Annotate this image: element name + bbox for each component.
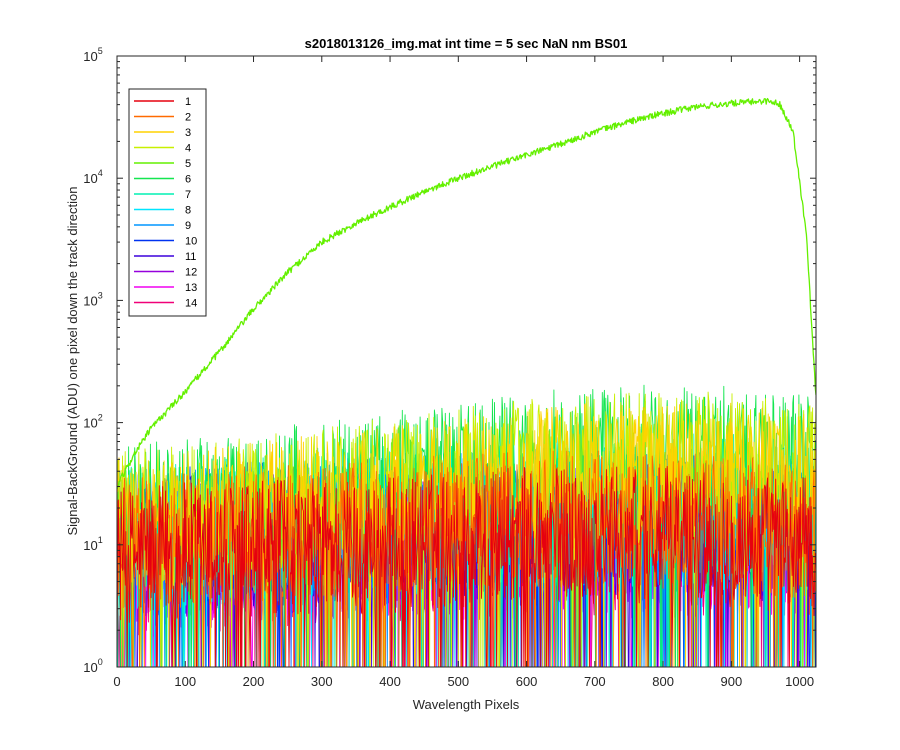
legend-label-3: 3 <box>185 127 191 139</box>
x-tick-label: 600 <box>516 674 538 689</box>
x-tick-label: 800 <box>652 674 674 689</box>
ticks-layer: 0 100 200 300 400 500 600 700 800 900 100010010110… <box>83 46 816 689</box>
legend-label-12: 12 <box>185 267 197 279</box>
chart-title: s2018013126_img.mat int time = 5 sec NaN… <box>305 36 628 51</box>
y-tick-label: 105 <box>83 46 102 64</box>
legend-box <box>128 88 207 317</box>
legend-label-14: 14 <box>185 298 197 310</box>
x-tick-label: 400 <box>379 674 401 689</box>
x-tick-label: 500 <box>447 674 469 689</box>
legend-label-7: 7 <box>185 189 191 201</box>
x-tick-label: 900 <box>721 674 743 689</box>
legend-label-2: 2 <box>185 112 191 124</box>
x-tick-label: 700 <box>584 674 606 689</box>
legend-label-1: 1 <box>185 96 191 108</box>
x-tick-label: 1000 <box>785 674 814 689</box>
y-tick-label: 100 <box>83 657 102 675</box>
legend-label-4: 4 <box>185 143 191 155</box>
x-tick-label: 0 <box>113 674 120 689</box>
y-axis-label: Signal-BackGround (ADU) one pixel down t… <box>65 186 80 535</box>
legend-label-13: 13 <box>185 282 197 294</box>
x-axis-label: Wavelength Pixels <box>413 697 520 712</box>
y-tick-label: 104 <box>83 168 102 186</box>
series-line-5 <box>117 97 816 490</box>
legend-label-5: 5 <box>185 158 191 170</box>
legend-label-10: 10 <box>185 236 197 248</box>
legend-label-9: 9 <box>185 220 191 232</box>
x-tick-label: 200 <box>243 674 265 689</box>
series-layer <box>117 97 816 667</box>
legend-label-11: 11 <box>185 251 196 263</box>
y-tick-label: 101 <box>83 535 102 553</box>
legend-label-6: 6 <box>185 174 191 186</box>
series-line-1 <box>117 466 816 667</box>
x-tick-label: 300 <box>311 674 333 689</box>
axes-box <box>116 55 817 668</box>
y-tick-label: 103 <box>83 290 102 308</box>
legend-label-8: 8 <box>185 205 191 217</box>
y-tick-label: 102 <box>83 413 102 431</box>
x-tick-label: 100 <box>174 674 196 689</box>
